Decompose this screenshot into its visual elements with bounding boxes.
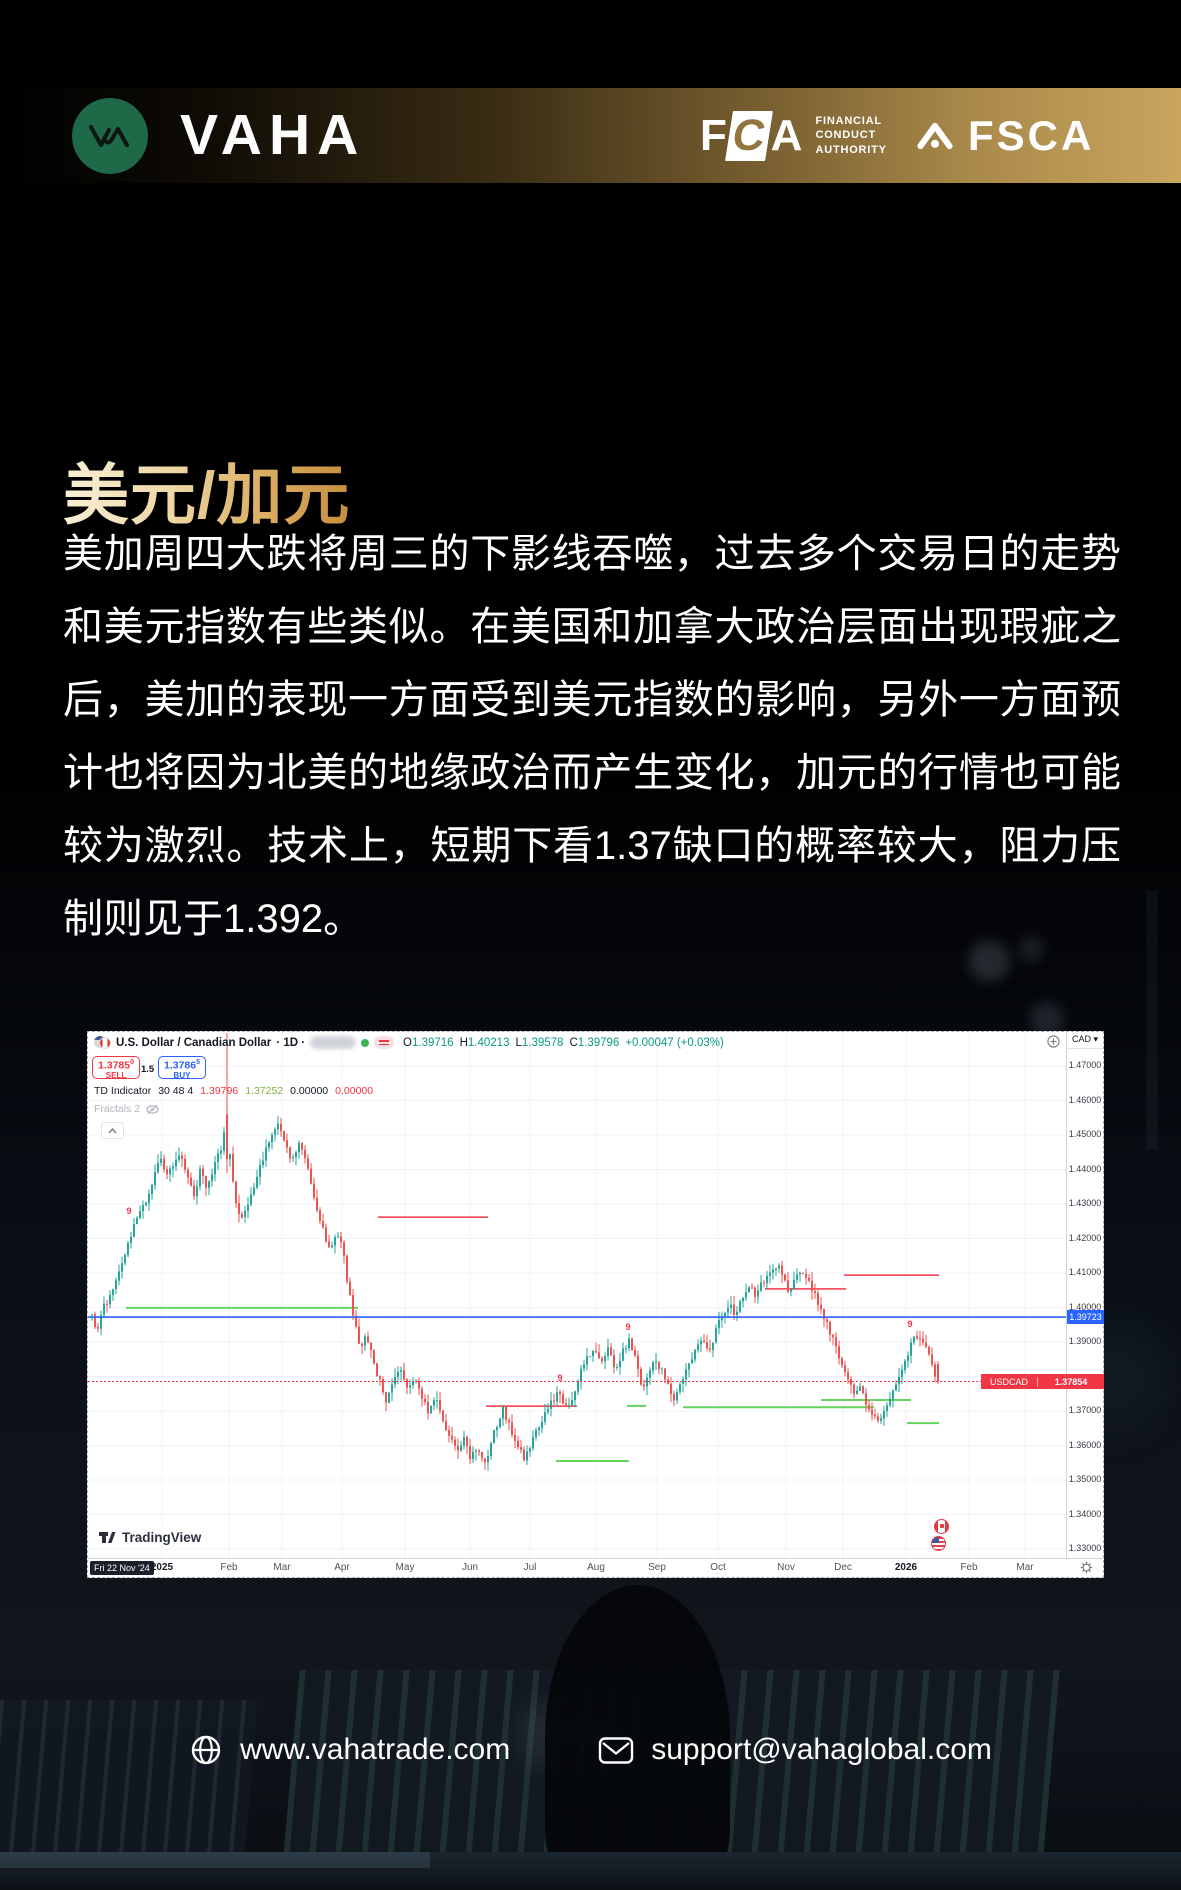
symbol-row: U.S. Dollar / Canadian Dollar · 1D · O1.… (94, 1036, 724, 1049)
fractals-indicator-row[interactable]: Fractals 2 (94, 1103, 159, 1115)
fsca-chevron-icon (917, 122, 953, 149)
price-tick-label: 1.47000 (1068, 1060, 1102, 1070)
last-price-label: USDCAD 1.37854 (981, 1374, 1104, 1390)
td-nine-marker: 9 (907, 1319, 912, 1329)
buy-button[interactable]: 1.37865 BUY (158, 1056, 206, 1080)
candlestick-svg[interactable]: 9 9 9 9 (88, 1032, 1066, 1558)
price-tick-label: 1.33000 (1068, 1543, 1102, 1553)
window-frame (1146, 890, 1158, 1150)
price-tick-label: 1.44000 (1068, 1163, 1102, 1174)
analysis-text: 美加周四大跌将周三的下影线吞噬，过去多个交易日的走势和美元指数有些类似。在美国和… (63, 532, 1121, 941)
price-tick-label: 1.34000 (1068, 1508, 1102, 1519)
spread-value: 1.5 (141, 1064, 155, 1075)
red-notes-icon[interactable] (374, 1036, 395, 1049)
symbol-title[interactable]: U.S. Dollar / Canadian Dollar (116, 1036, 272, 1049)
bokeh-light (968, 940, 1010, 982)
time-tick-label: Mar (273, 1562, 291, 1573)
interval-label[interactable]: · 1D · (276, 1036, 306, 1049)
add-alert-plus-icon[interactable] (1047, 1035, 1060, 1048)
time-tick-label: Apr (334, 1562, 350, 1573)
globe-icon (191, 1735, 221, 1765)
fca-letters: F C A (700, 110, 803, 161)
time-tick-label: Dec (834, 1562, 852, 1573)
brand-header: VAHA F C A FINANCIAL CONDUCT AUTHORITY F… (0, 88, 1181, 183)
td-nine-marker: 9 (625, 1322, 630, 1332)
eye-off-icon[interactable] (146, 1104, 159, 1115)
time-tick-label: Nov (777, 1562, 795, 1573)
price-tick-label: 1.43000 (1068, 1198, 1102, 1208)
price-tick-label: 1.37000 (1068, 1405, 1102, 1415)
chevron-down-icon: ▾ (1093, 1034, 1099, 1044)
td-indicator-row[interactable]: TD Indicator 30 48 4 1.39796 1.37252 0.00… (94, 1085, 374, 1097)
contact-footer: www.vahatrade.com support@vahaglobal.com (0, 1733, 1181, 1767)
price-tick-label: 1.40000 (1068, 1301, 1102, 1312)
fca-letter: A (770, 110, 803, 160)
price-tick-label: 1.41000 (1068, 1267, 1102, 1277)
us-flag-event-icon[interactable] (931, 1536, 946, 1551)
time-tick-label: May (395, 1562, 415, 1573)
chevron-up-icon (108, 1127, 117, 1133)
envelope-icon (599, 1736, 634, 1764)
time-tick-label: Feb (220, 1562, 238, 1573)
website-link[interactable]: www.vahatrade.com (189, 1733, 510, 1767)
bokeh-light (1030, 1002, 1064, 1036)
sell-button[interactable]: 1.37850 SELL (92, 1056, 140, 1080)
change-label: +0.00047 (+0.03%) (625, 1036, 724, 1049)
time-tick-label: Jul (523, 1562, 537, 1573)
tradingview-icon (99, 1532, 116, 1543)
tradingview-logo[interactable]: TradingView (98, 1528, 201, 1546)
time-tick-label: Aug (587, 1562, 605, 1573)
time-tick-label: Mar (1016, 1562, 1034, 1573)
price-tick-label: 1.45000 (1068, 1129, 1102, 1139)
page-title: 美元/加元 (63, 442, 350, 538)
collapse-indicators-button[interactable] (101, 1122, 124, 1139)
bokeh-light (1018, 936, 1044, 962)
time-tick-label: Oct (710, 1562, 726, 1573)
email-link[interactable]: support@vahaglobal.com (598, 1733, 992, 1767)
crosshair-date-badge: Fri 22 Nov '24 (90, 1561, 154, 1575)
desk-edge (0, 1852, 1181, 1890)
time-tick-label: Sep (648, 1562, 666, 1573)
time-axis[interactable]: Fri 22 Nov '24 2025 Feb Mar Apr May Jun Jul Aug… (88, 1558, 1103, 1577)
market-status-dot-icon (361, 1038, 370, 1047)
fsca-logo: FSCA (916, 88, 1094, 183)
price-tick-label: 1.35000 (1068, 1474, 1102, 1484)
fca-caption: FINANCIAL CONDUCT AUTHORITY (815, 115, 887, 156)
time-tick-label: Feb (960, 1562, 978, 1573)
price-tick-label: 1.46000 (1068, 1094, 1102, 1105)
chair-silhouette (545, 1585, 730, 1890)
blurred-source-pill (310, 1036, 357, 1049)
time-tick-label: 2026 (894, 1562, 918, 1573)
fca-letter-box: C (724, 110, 773, 161)
fsca-wordmark: FSCA (968, 111, 1095, 159)
fca-letter: F (700, 110, 727, 160)
price-tick-label: 1.42000 (1068, 1232, 1102, 1243)
gear-icon[interactable] (1080, 1561, 1093, 1574)
time-tick-label: 2025 (150, 1562, 174, 1573)
usdcad-pair-icon (94, 1036, 111, 1049)
vaha-logo-icon (72, 98, 148, 174)
time-tick-label: Jun (461, 1562, 479, 1573)
price-axis[interactable]: CAD ▾ 1.47000 1.46000 1.45000 1.44000 1.4300… (1066, 1032, 1103, 1558)
brand-wordmark: VAHA (180, 103, 366, 167)
td-nine-marker: 9 (126, 1206, 131, 1216)
canada-flag-event-icon[interactable] (934, 1519, 949, 1534)
td-nine-marker: 9 (557, 1373, 562, 1383)
blue-price-label: 1.39723 (1067, 1310, 1104, 1325)
ohlc-values: O1.39716 H1.40213 L1.39578 C1.39796 +0.0… (403, 1036, 724, 1049)
price-tick-label: 1.36000 (1068, 1439, 1102, 1450)
currency-axis-dropdown[interactable]: CAD ▾ (1067, 1034, 1103, 1049)
chart-plot-area[interactable]: 9 9 9 9 (88, 1032, 1066, 1558)
fca-logo: F C A FINANCIAL CONDUCT AUTHORITY (700, 88, 887, 183)
tradingview-chart-panel: 9 9 9 9 U.S. Dollar / Canadian Dollar · 1D … (87, 1031, 1104, 1578)
price-tick-label: 1.39000 (1068, 1336, 1102, 1346)
